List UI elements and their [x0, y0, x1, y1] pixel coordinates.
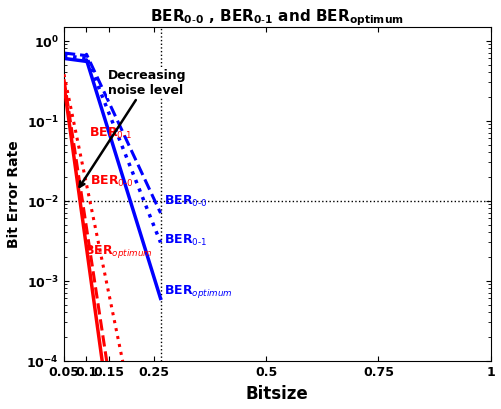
Y-axis label: Bit Error Rate: Bit Error Rate [7, 140, 21, 248]
Text: Decreasing
noise level: Decreasing noise level [80, 69, 186, 187]
Text: BER$_{optimum}$: BER$_{optimum}$ [163, 283, 232, 299]
Text: BER$_{0\text{-}1}$: BER$_{0\text{-}1}$ [163, 232, 206, 247]
Text: BER$_{optimum}$: BER$_{optimum}$ [84, 243, 152, 260]
X-axis label: Bitsize: Bitsize [245, 384, 308, 402]
Text: BER$_{0\text{-}0}$: BER$_{0\text{-}0}$ [90, 174, 133, 189]
Title: BER$_\mathbf{0\text{-}0}$ , BER$_\mathbf{0\text{-}1}$ and BER$_\mathbf{optimum}$: BER$_\mathbf{0\text{-}0}$ , BER$_\mathbf… [150, 7, 403, 27]
Text: BER$_{0\text{-}1}$: BER$_{0\text{-}1}$ [89, 125, 132, 140]
Text: BER$_{0\text{-}0}$: BER$_{0\text{-}0}$ [163, 194, 207, 209]
